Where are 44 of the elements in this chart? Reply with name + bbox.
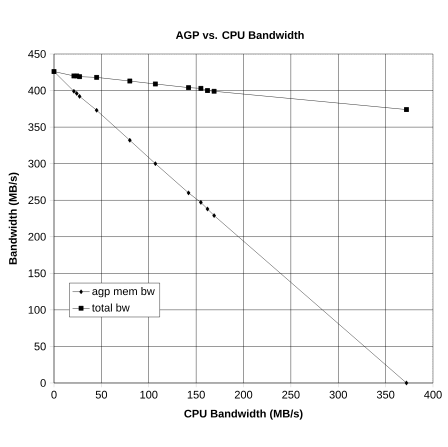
y-tick-label: 250	[28, 196, 46, 204]
point	[74, 91, 79, 96]
point	[94, 74, 100, 80]
x-tick-label: 400	[424, 390, 442, 399]
x-tick-label: 100	[140, 390, 158, 399]
x-tick-label: 350	[376, 390, 394, 399]
y-axis-title: Bandwidth (MB/s)	[8, 172, 19, 264]
y-tick-label: 350	[28, 123, 46, 131]
x-tick-label: 250	[282, 390, 300, 399]
point	[186, 85, 191, 90]
point	[198, 86, 204, 91]
x-tick-label: 200	[234, 390, 252, 399]
point	[154, 161, 158, 166]
y-tick-label: 200	[28, 232, 46, 241]
point	[404, 107, 409, 112]
x-tick-label: 0	[51, 390, 57, 399]
y-tick-label: 300	[28, 160, 46, 168]
y-tick-label: 150	[28, 269, 46, 278]
point	[77, 74, 82, 80]
chart-title: AGP vs. CPU Bandwidth	[176, 30, 304, 40]
point	[78, 94, 82, 99]
point	[206, 206, 210, 212]
point	[199, 200, 203, 205]
point	[205, 88, 210, 93]
point	[94, 108, 98, 113]
y-tick-label: 100	[28, 306, 46, 314]
x-tick-label: 50	[96, 390, 108, 399]
x-tick-label: 300	[329, 390, 347, 399]
point	[212, 88, 217, 94]
point	[128, 138, 132, 143]
point	[212, 213, 216, 218]
y-tick-label: 450	[28, 50, 46, 58]
point	[127, 78, 132, 84]
y-tick-label: 50	[34, 342, 46, 350]
legend-label: agp mem bw	[92, 287, 155, 298]
point	[404, 380, 408, 386]
x-tick-label: 150	[188, 390, 205, 399]
point	[152, 82, 158, 86]
point	[72, 88, 76, 94]
point	[186, 190, 190, 196]
y-tick-label: 0	[40, 379, 46, 387]
x-axis-title: CPU Bandwidth (MB/s)	[184, 409, 303, 420]
y-tick-label: 400	[28, 86, 46, 94]
legend-label: total bw	[92, 304, 130, 312]
